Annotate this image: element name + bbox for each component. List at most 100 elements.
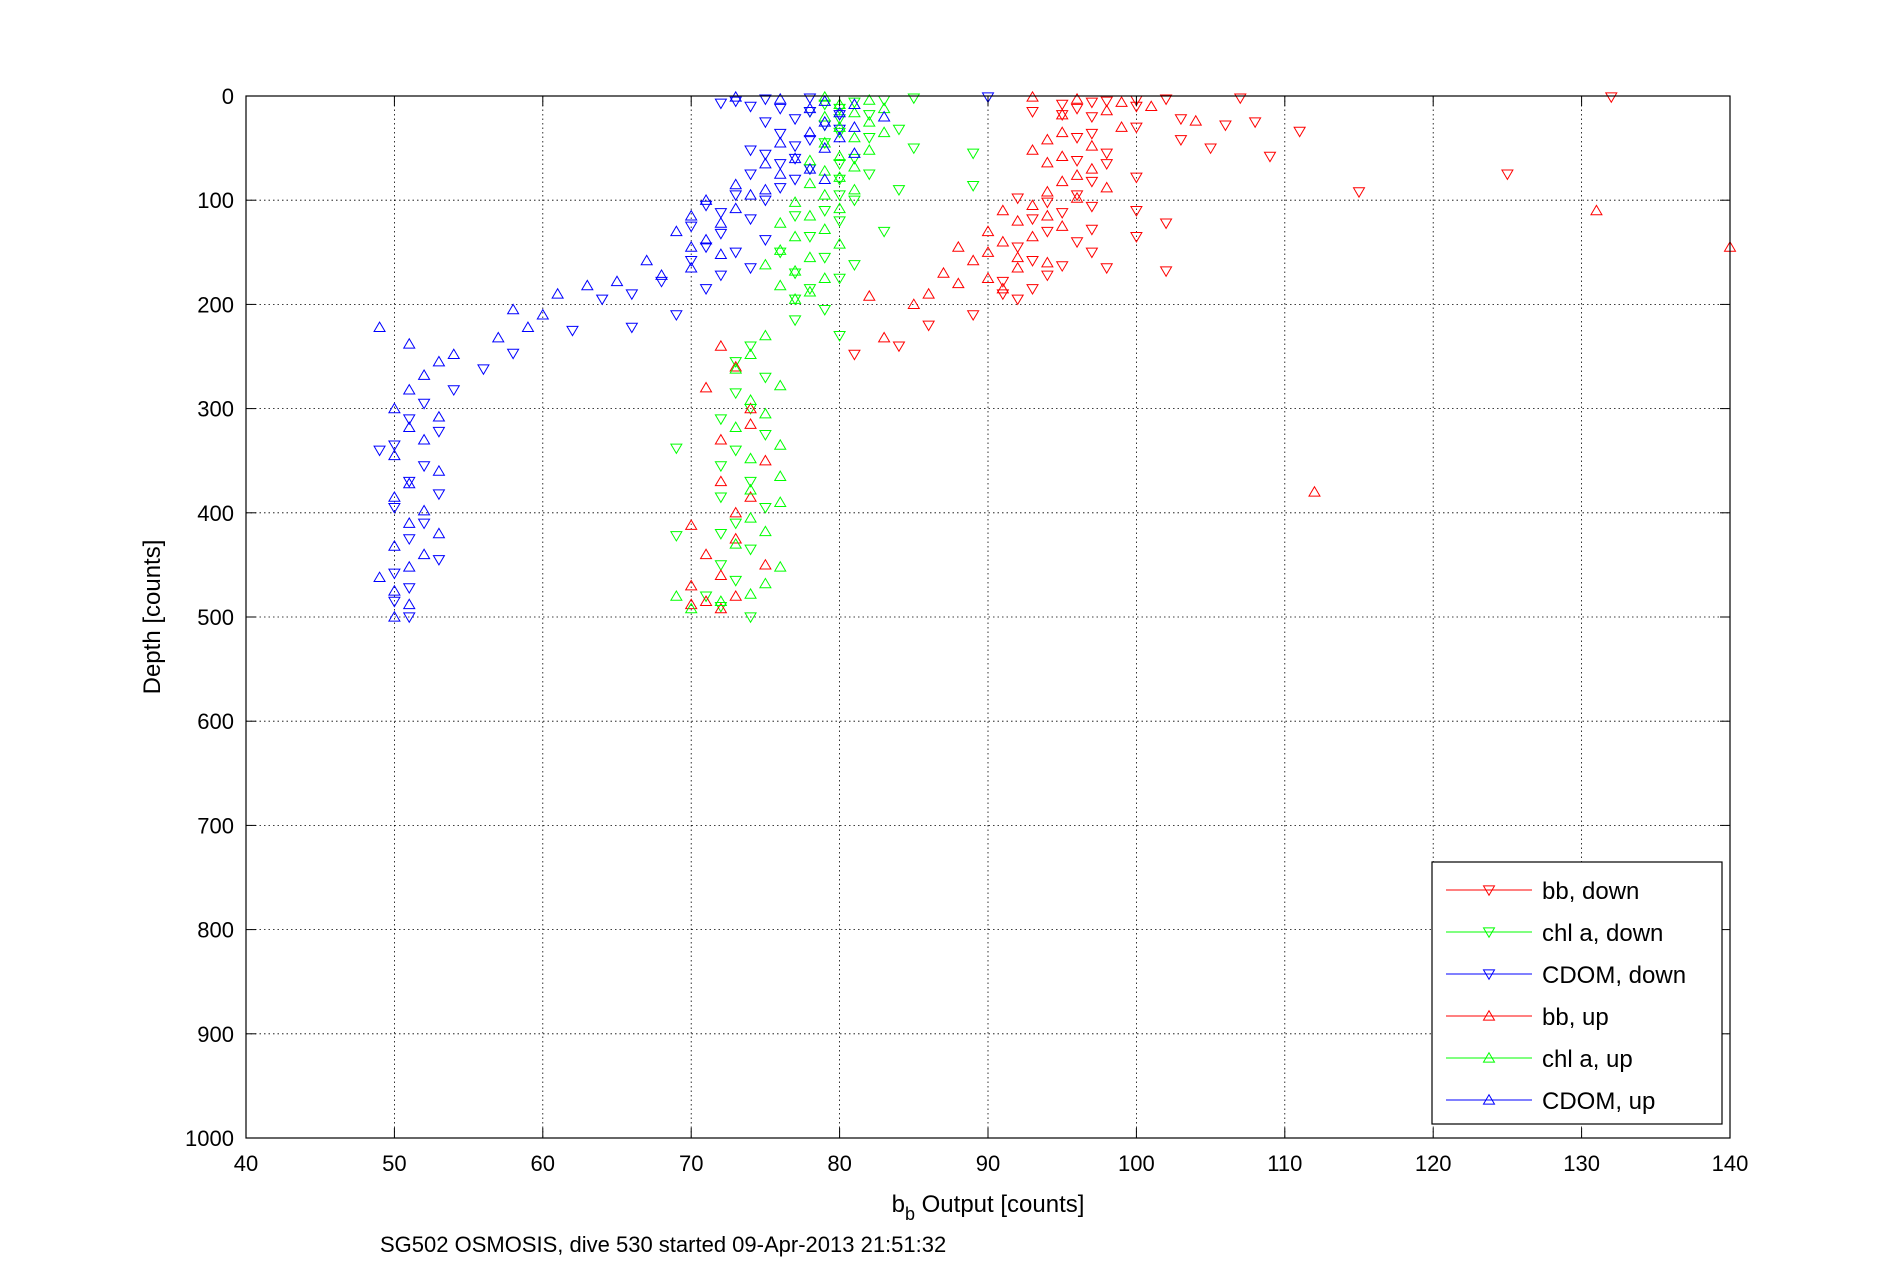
data-point — [388, 440, 401, 452]
data-point — [388, 610, 401, 622]
data-point — [744, 544, 757, 556]
data-point — [729, 532, 743, 544]
legend-label: bb, up — [1542, 1004, 1609, 1031]
y-axis: 0 100 200 300 400 500 600 700 800 900 1000 — [185, 84, 1730, 1151]
data-point — [729, 421, 743, 432]
data-point — [788, 294, 802, 306]
data-point — [1011, 193, 1025, 205]
data-point — [818, 223, 832, 235]
data-point — [966, 180, 980, 192]
data-point — [833, 202, 846, 214]
data-point — [729, 360, 743, 372]
data-point — [862, 93, 876, 105]
data-point — [388, 449, 401, 461]
data-point — [892, 124, 906, 136]
legend-item: bb, down — [1446, 878, 1639, 905]
data-point — [773, 136, 787, 148]
x-tick-label: 110 — [1267, 1151, 1302, 1176]
data-point — [388, 596, 401, 608]
data-point — [788, 153, 802, 165]
data-point — [803, 102, 817, 114]
data-point — [402, 414, 416, 426]
data-point — [892, 341, 906, 353]
data-point — [417, 518, 431, 530]
data-point — [1026, 143, 1039, 155]
data-point — [862, 115, 876, 127]
data-point — [818, 141, 832, 153]
data-point — [1293, 126, 1307, 138]
data-point — [744, 145, 757, 157]
data-point — [833, 171, 846, 182]
data-point — [669, 443, 683, 455]
data-point — [714, 569, 728, 580]
data-point — [951, 277, 965, 289]
data-point — [729, 357, 743, 368]
data-point — [848, 349, 861, 361]
data-point — [714, 560, 728, 572]
data-point — [1011, 294, 1025, 306]
data-point — [684, 256, 698, 267]
data-point — [966, 254, 980, 266]
data-point — [1263, 151, 1277, 163]
data-point — [1085, 97, 1099, 109]
data-point — [699, 381, 713, 393]
data-point — [580, 279, 594, 291]
data-point — [788, 268, 802, 280]
data-point — [744, 341, 757, 353]
data-point — [1100, 148, 1114, 160]
data-point — [729, 506, 743, 518]
data-point — [684, 221, 698, 233]
legend-box — [1431, 861, 1723, 1125]
data-point — [1070, 155, 1084, 167]
data-point — [833, 127, 846, 139]
data-point — [684, 209, 698, 221]
data-point — [714, 339, 728, 351]
data-point — [996, 276, 1010, 288]
data-point — [432, 464, 446, 476]
x-tick-label: 80 — [827, 1151, 851, 1176]
data-point — [388, 402, 401, 414]
data-point — [714, 216, 728, 228]
data-point — [1085, 224, 1099, 236]
data-point — [937, 266, 950, 278]
data-point — [759, 430, 772, 441]
data-point — [610, 275, 624, 287]
data-point — [759, 149, 772, 161]
data-point — [506, 303, 520, 315]
x-tick-label: 140 — [1712, 1151, 1749, 1176]
legend-item: CDOM, down — [1446, 962, 1686, 989]
data-point — [788, 152, 802, 164]
data-point — [848, 147, 861, 158]
data-point — [432, 489, 446, 501]
data-point — [907, 298, 921, 310]
data-point — [833, 216, 846, 228]
data-point — [714, 228, 728, 240]
legend-label: bb, down — [1542, 878, 1639, 905]
data-point — [417, 548, 431, 560]
data-point — [402, 383, 416, 395]
data-point — [818, 188, 832, 200]
data-point — [402, 534, 416, 546]
data-point — [1026, 256, 1039, 267]
data-point — [803, 284, 817, 295]
data-point — [1100, 159, 1114, 170]
data-point — [669, 310, 683, 322]
y-axis-label: Depth [counts] — [139, 540, 166, 695]
data-point — [402, 583, 416, 595]
data-point — [907, 143, 921, 155]
data-point — [1040, 226, 1054, 238]
data-point — [699, 548, 713, 560]
data-point — [759, 157, 772, 169]
legend-marker — [1482, 1051, 1496, 1063]
data-point — [1159, 94, 1173, 106]
x-tick-label: 60 — [531, 1151, 555, 1176]
data-point — [729, 537, 743, 549]
data-point — [625, 289, 639, 301]
data-point — [714, 414, 728, 426]
data-point — [759, 329, 772, 341]
data-point — [417, 369, 431, 380]
data-point — [833, 190, 846, 202]
data-point — [862, 289, 876, 301]
x-axis-label-rest: Output [counts] — [915, 1191, 1084, 1218]
legend-item: CDOM, up — [1446, 1088, 1655, 1115]
